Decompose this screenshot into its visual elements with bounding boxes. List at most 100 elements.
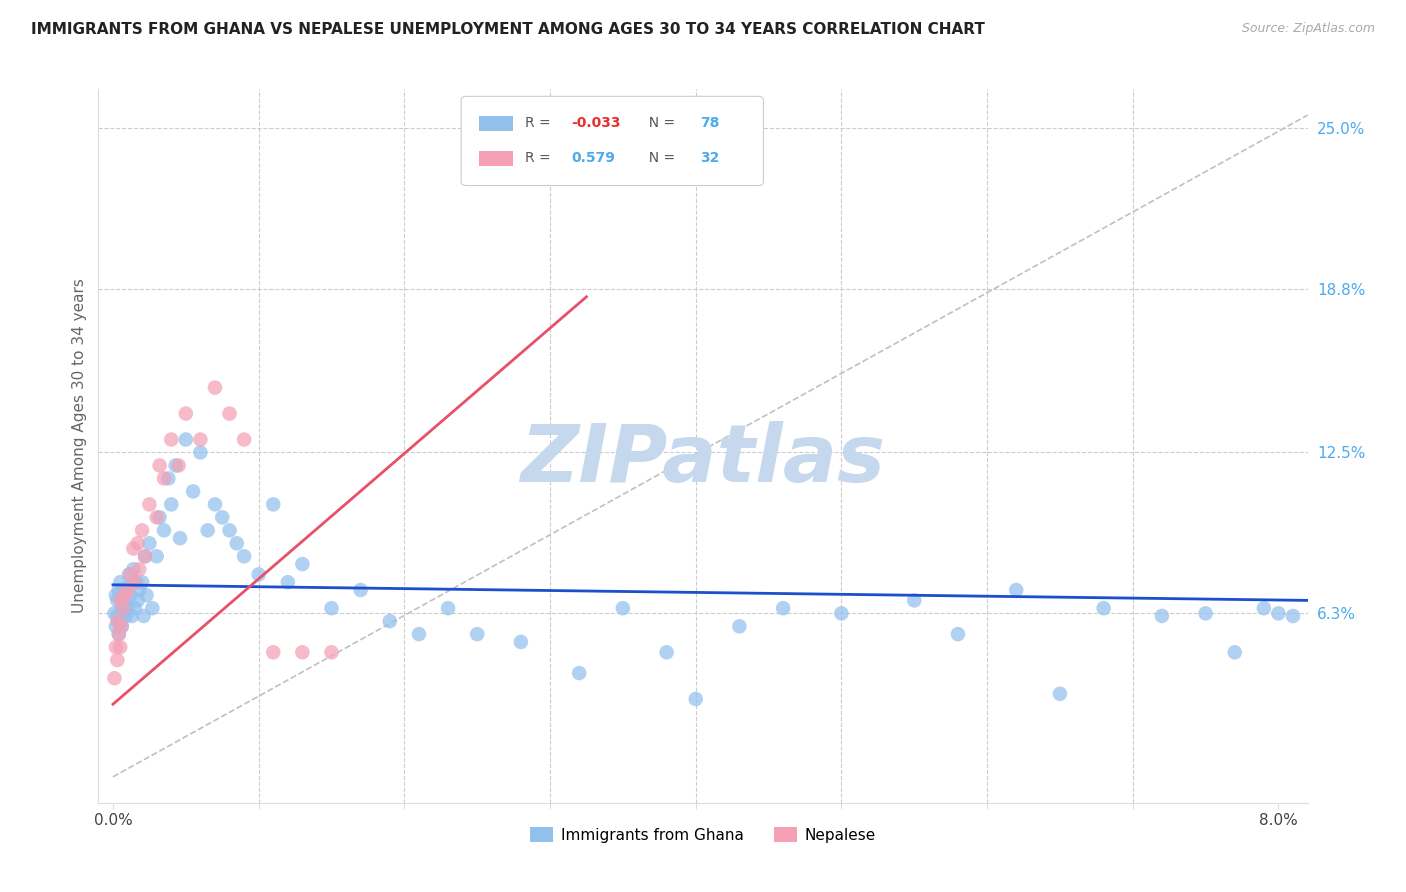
Point xyxy=(112,601,135,615)
Point xyxy=(165,458,187,473)
Point xyxy=(160,497,183,511)
Point xyxy=(104,619,127,633)
Point xyxy=(131,575,153,590)
Point xyxy=(138,497,160,511)
Text: 32: 32 xyxy=(700,152,720,165)
Point xyxy=(103,671,125,685)
Point xyxy=(149,510,172,524)
Bar xyxy=(479,151,513,166)
Point xyxy=(117,582,139,597)
Text: R =: R = xyxy=(526,152,555,165)
Point xyxy=(946,627,969,641)
Point xyxy=(568,666,591,681)
Point xyxy=(211,510,233,524)
Point xyxy=(149,458,172,473)
Point xyxy=(122,562,145,576)
Point xyxy=(138,536,160,550)
Point xyxy=(124,601,146,615)
Point xyxy=(321,645,343,659)
Point xyxy=(127,536,149,550)
Text: N =: N = xyxy=(640,117,679,130)
Point xyxy=(612,601,634,615)
Point xyxy=(728,619,751,633)
Point xyxy=(111,601,134,615)
Point xyxy=(1092,601,1115,615)
Point xyxy=(115,609,138,624)
Point xyxy=(233,549,256,564)
Point xyxy=(105,593,128,607)
Text: IMMIGRANTS FROM GHANA VS NEPALESE UNEMPLOYMENT AMONG AGES 30 TO 34 YEARS CORRELA: IMMIGRANTS FROM GHANA VS NEPALESE UNEMPL… xyxy=(31,22,984,37)
Point xyxy=(1253,601,1275,615)
Point xyxy=(145,549,167,564)
Point xyxy=(174,407,197,421)
Point xyxy=(125,575,148,590)
Point xyxy=(190,433,212,447)
Point xyxy=(153,471,176,485)
Point xyxy=(110,640,132,654)
Point xyxy=(118,567,141,582)
Point xyxy=(1049,687,1071,701)
Point xyxy=(204,497,226,511)
FancyBboxPatch shape xyxy=(461,96,763,186)
Point xyxy=(105,614,128,628)
Point xyxy=(655,645,678,659)
Point xyxy=(174,433,197,447)
Point xyxy=(772,601,794,615)
Point xyxy=(112,607,135,621)
Point xyxy=(131,524,153,538)
Point xyxy=(247,567,270,582)
Text: ZIPatlas: ZIPatlas xyxy=(520,421,886,500)
Point xyxy=(122,541,145,556)
Point xyxy=(350,582,373,597)
Point xyxy=(114,593,136,607)
Point xyxy=(111,619,134,633)
Point xyxy=(141,601,163,615)
Point xyxy=(218,524,240,538)
Point xyxy=(132,609,155,624)
Point xyxy=(218,407,240,421)
Point xyxy=(145,510,167,524)
Point xyxy=(685,692,707,706)
Point xyxy=(117,581,139,595)
Text: N =: N = xyxy=(640,152,679,165)
Y-axis label: Unemployment Among Ages 30 to 34 years: Unemployment Among Ages 30 to 34 years xyxy=(72,278,87,614)
Point xyxy=(108,627,131,641)
Point xyxy=(103,607,125,621)
Point xyxy=(105,653,128,667)
Point xyxy=(167,458,190,473)
Point xyxy=(117,601,139,615)
Point xyxy=(437,601,460,615)
Point xyxy=(114,588,136,602)
Point xyxy=(262,645,284,659)
Text: 78: 78 xyxy=(700,117,720,130)
Point xyxy=(262,497,284,511)
Point xyxy=(110,575,132,590)
Point xyxy=(120,567,142,582)
Point xyxy=(1223,645,1246,659)
Point xyxy=(120,588,142,602)
Point xyxy=(134,549,156,564)
Point xyxy=(408,627,430,641)
Point xyxy=(124,575,146,590)
Point xyxy=(197,524,219,538)
Text: 0.579: 0.579 xyxy=(571,152,614,165)
Point xyxy=(1194,607,1216,621)
Point xyxy=(181,484,204,499)
Point xyxy=(112,588,135,602)
Point xyxy=(110,593,132,607)
Point xyxy=(127,593,149,607)
Bar xyxy=(479,116,513,131)
Point xyxy=(128,582,150,597)
Point xyxy=(1150,609,1173,624)
Text: -0.033: -0.033 xyxy=(571,117,620,130)
Point xyxy=(134,549,156,564)
Point xyxy=(1005,582,1028,597)
Point xyxy=(291,557,314,571)
Point xyxy=(465,627,488,641)
Point xyxy=(190,445,212,459)
Point xyxy=(135,588,157,602)
Point xyxy=(225,536,247,550)
Point xyxy=(1282,609,1305,624)
Point xyxy=(108,582,131,597)
Point xyxy=(128,562,150,576)
